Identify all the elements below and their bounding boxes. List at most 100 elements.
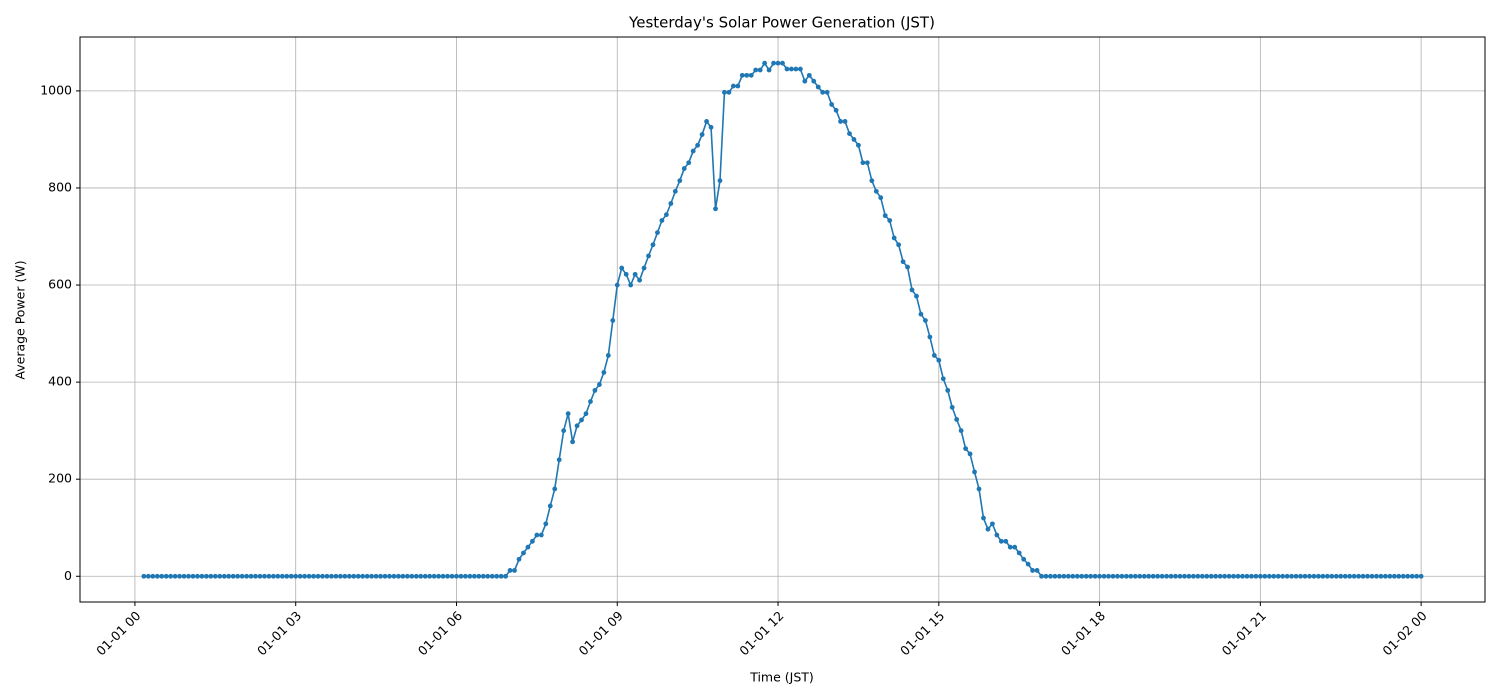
y-tick-label: 400	[48, 374, 72, 389]
data-point	[1106, 573, 1111, 579]
data-point	[463, 573, 468, 579]
data-point	[588, 399, 593, 404]
data-point	[766, 67, 772, 73]
data-point	[1311, 573, 1317, 579]
plot-area	[141, 60, 1424, 579]
data-point	[364, 573, 370, 579]
data-point	[404, 573, 410, 579]
data-point	[1298, 573, 1303, 579]
data-point	[195, 573, 200, 579]
data-point	[1204, 573, 1210, 579]
data-point	[860, 160, 866, 166]
data-point	[717, 178, 723, 184]
data-point	[534, 532, 540, 538]
data-point	[445, 573, 450, 579]
data-point	[838, 119, 843, 124]
data-point	[293, 573, 299, 579]
data-point	[784, 66, 790, 72]
data-point	[869, 178, 875, 184]
data-point	[1320, 573, 1326, 579]
data-point	[543, 521, 549, 527]
data-point	[275, 573, 281, 579]
data-point	[1365, 573, 1370, 579]
data-point	[842, 119, 848, 124]
data-point	[1226, 573, 1232, 579]
data-point	[847, 131, 852, 136]
data-point	[686, 160, 692, 166]
data-point	[449, 573, 455, 579]
data-point	[471, 573, 477, 579]
data-point	[498, 573, 504, 579]
data-point	[288, 573, 294, 579]
data-point	[494, 573, 500, 579]
data-point	[646, 253, 651, 259]
data-point	[1097, 573, 1102, 579]
data-point	[1307, 573, 1312, 579]
data-point	[552, 486, 558, 492]
data-point	[619, 265, 625, 271]
data-point	[574, 423, 580, 429]
data-point	[958, 428, 964, 434]
data-point	[780, 60, 785, 66]
data-point	[972, 469, 977, 475]
data-point	[628, 282, 634, 288]
data-point	[561, 428, 567, 434]
data-point	[257, 573, 263, 579]
data-point	[172, 573, 178, 579]
data-point	[369, 573, 375, 579]
data-point	[1190, 573, 1196, 579]
data-point	[217, 573, 223, 579]
data-point	[1012, 544, 1018, 550]
x-tick-label: 01-01 15	[897, 608, 947, 658]
data-point	[159, 573, 165, 579]
data-point	[1088, 573, 1094, 579]
data-point	[530, 538, 535, 544]
data-point	[418, 573, 424, 579]
data-point	[1168, 573, 1174, 579]
data-point	[637, 277, 642, 283]
data-point	[820, 89, 826, 95]
data-point	[1208, 573, 1214, 579]
data-point	[990, 521, 995, 527]
data-point	[998, 538, 1004, 544]
data-point	[1070, 573, 1076, 579]
data-point	[1356, 573, 1362, 579]
data-point	[1092, 573, 1098, 579]
data-point	[815, 84, 821, 90]
data-point	[927, 334, 933, 340]
y-tick-label: 600	[48, 277, 72, 292]
data-point	[878, 195, 884, 201]
data-point	[431, 573, 437, 579]
data-point	[248, 573, 254, 579]
data-point	[190, 573, 196, 579]
data-point	[583, 411, 589, 417]
data-point	[811, 78, 817, 84]
data-point	[994, 532, 1000, 538]
data-point	[154, 573, 160, 579]
data-point	[1387, 573, 1393, 579]
y-tick-label: 0	[64, 568, 72, 583]
data-point	[699, 132, 705, 137]
data-point	[659, 218, 665, 223]
data-point	[614, 282, 620, 288]
data-point	[351, 573, 357, 579]
data-point	[355, 573, 361, 579]
x-tick-label: 01-01 09	[576, 608, 626, 658]
data-point	[221, 573, 227, 579]
data-point	[163, 573, 169, 579]
data-point	[914, 293, 919, 299]
data-point	[1262, 573, 1268, 579]
data-point	[954, 417, 960, 422]
data-point	[297, 573, 303, 579]
data-point	[480, 573, 486, 579]
ticks: 0 200 400 600 800 1000 01-01 00 01-01 03 01-01 0…	[40, 82, 1430, 658]
data-point	[632, 271, 638, 277]
data-point	[226, 573, 232, 579]
data-point	[1374, 573, 1379, 579]
y-tick-label: 1000	[40, 82, 72, 97]
data-point	[235, 573, 241, 579]
x-tick-label: 01-01 21	[1219, 608, 1269, 658]
data-point	[1409, 573, 1415, 579]
x-axis-label: Time (JST)	[749, 670, 814, 685]
data-point	[391, 573, 397, 579]
